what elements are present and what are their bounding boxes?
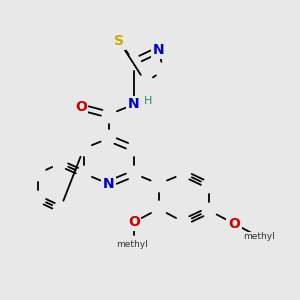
Text: methyl: methyl <box>116 240 148 249</box>
Text: N: N <box>153 43 165 57</box>
Text: N: N <box>128 98 140 111</box>
Text: O: O <box>75 100 87 114</box>
Text: N: N <box>128 98 140 111</box>
Text: H: H <box>144 96 152 106</box>
Text: O: O <box>228 217 240 231</box>
Text: O: O <box>128 215 140 229</box>
Text: methyl: methyl <box>243 232 275 242</box>
Text: S: S <box>114 34 124 48</box>
Text: N: N <box>103 177 115 191</box>
